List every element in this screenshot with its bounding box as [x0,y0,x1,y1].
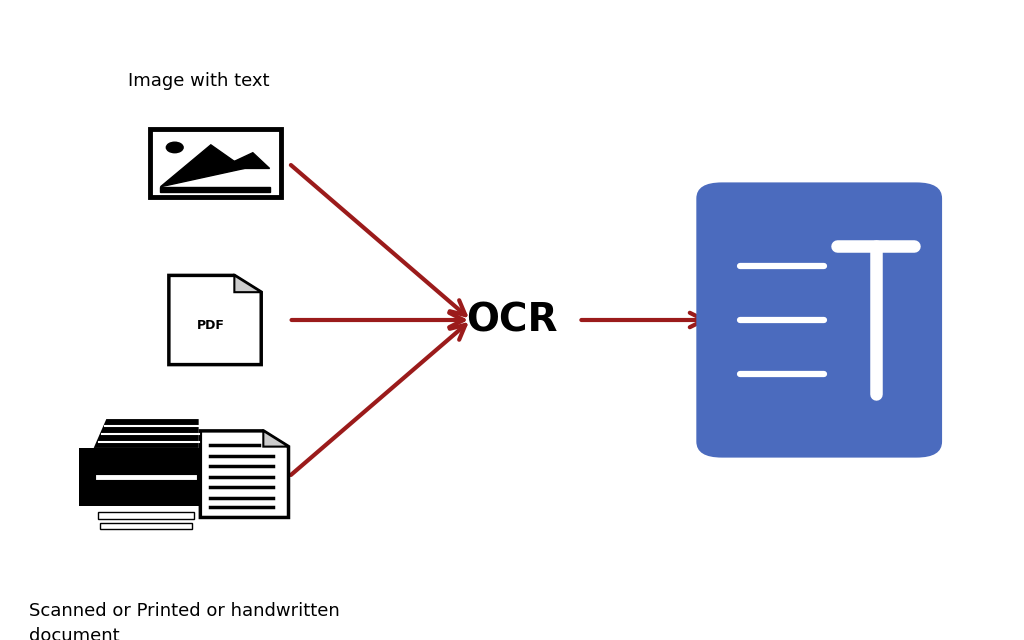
Bar [79,448,94,506]
Polygon shape [161,145,245,187]
Polygon shape [219,153,269,168]
Circle shape [166,142,183,153]
Text: PDF: PDF [197,319,225,332]
FancyBboxPatch shape [696,182,942,458]
Bar [98,513,195,519]
Bar [150,129,281,197]
Text: Image with text: Image with text [128,72,269,90]
Bar [100,523,191,529]
Polygon shape [161,187,269,192]
Polygon shape [234,275,261,292]
Polygon shape [94,419,199,448]
Polygon shape [169,275,261,365]
Polygon shape [201,431,289,518]
Polygon shape [263,431,289,447]
Text: OCR: OCR [466,301,558,339]
Text: Scanned or Printed or handwritten
document: Scanned or Printed or handwritten docume… [29,602,339,640]
Bar [94,448,199,506]
